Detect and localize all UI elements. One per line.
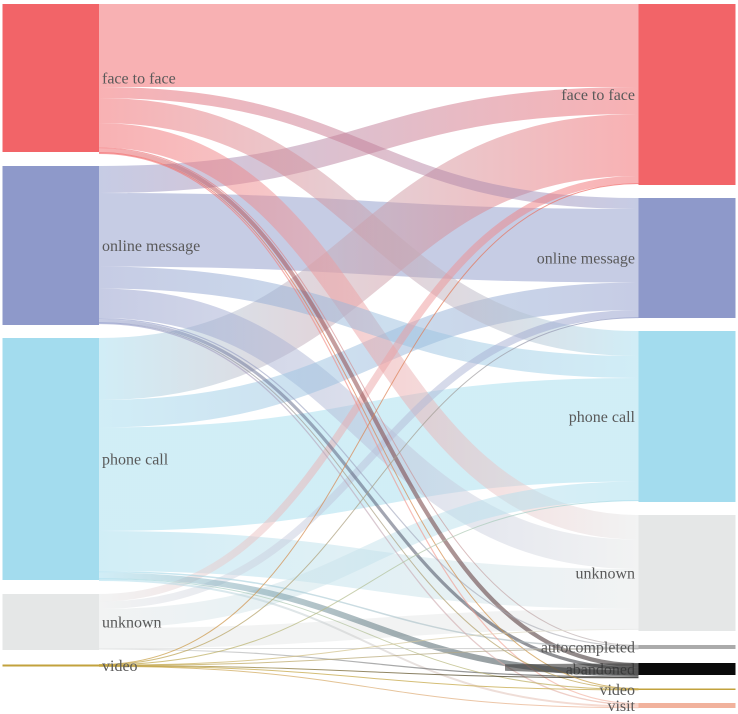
svg-text:online message: online message xyxy=(537,251,635,268)
svg-text:online message: online message xyxy=(102,238,200,255)
svg-text:phone call: phone call xyxy=(102,452,169,469)
svg-text:face to face: face to face xyxy=(102,71,176,88)
svg-text:face to face: face to face xyxy=(561,87,635,104)
svg-text:unknown: unknown xyxy=(575,566,635,583)
svg-text:video: video xyxy=(599,682,635,699)
svg-text:phone call: phone call xyxy=(569,409,636,426)
svg-text:unknown: unknown xyxy=(102,615,162,632)
svg-text:autocompleted: autocompleted xyxy=(541,640,635,657)
svg-text:video: video xyxy=(102,658,138,675)
svg-text:visit: visit xyxy=(607,698,635,714)
